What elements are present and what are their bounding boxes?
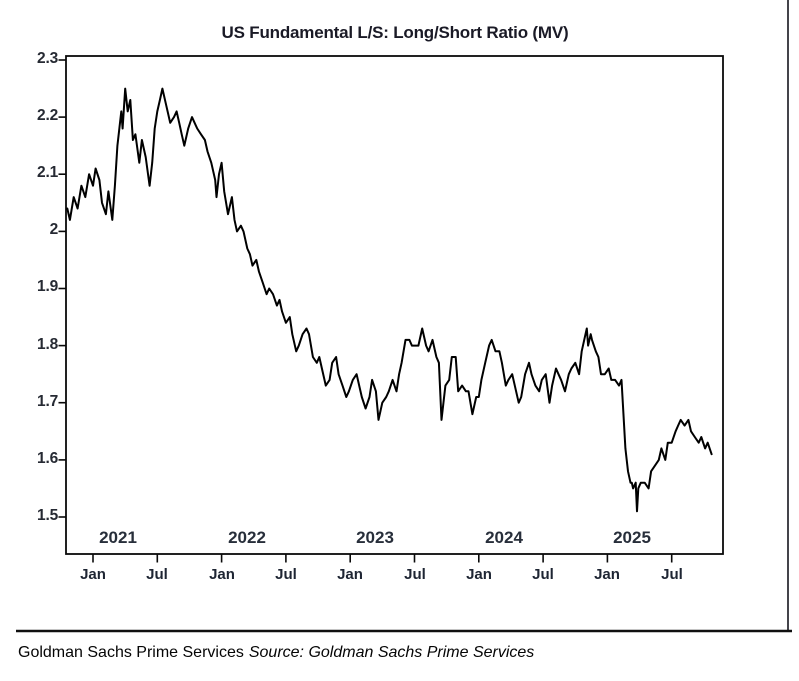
provider-text: Goldman Sachs Prime Services — [18, 644, 244, 661]
x-tick-label: Jul — [532, 566, 554, 583]
y-tick-label: 1.5 — [37, 507, 58, 524]
x-tick-label: Jul — [275, 566, 297, 583]
y-tick-label: 1.9 — [37, 278, 58, 295]
x-tick-label: Jan — [594, 566, 620, 583]
plot-border — [65, 55, 724, 555]
y-tick-label: 2.2 — [37, 107, 58, 124]
x-tick-label: Jul — [146, 566, 168, 583]
year-label: 2024 — [485, 528, 523, 547]
y-tick-label: 2 — [49, 221, 59, 238]
source-text: Source: Goldman Sachs Prime Services — [248, 644, 535, 661]
x-tick-label: Jan — [209, 566, 235, 583]
y-tick-label: 1.6 — [37, 450, 58, 467]
x-tick-label: Jan — [80, 566, 106, 583]
year-label: 2025 — [613, 528, 651, 547]
series-line — [66, 87, 713, 513]
year-label: 2021 — [99, 528, 137, 547]
y-tick-label: 2.3 — [37, 50, 58, 67]
y-tick-label: 1.7 — [37, 393, 58, 410]
x-tick-label: Jan — [466, 566, 492, 583]
x-tick-label: Jan — [337, 566, 363, 583]
chart-title: US Fundamental L/S: Long/Short Ratio (MV… — [221, 23, 569, 42]
y-tick-label: 2.1 — [37, 164, 58, 181]
x-tick-label: Jul — [661, 566, 683, 583]
x-tick-label: Jul — [404, 566, 426, 583]
year-label: 2022 — [228, 528, 266, 547]
year-label: 2023 — [356, 528, 394, 547]
source-attribution: Goldman Sachs Prime Services Source: Gold… — [18, 644, 534, 662]
y-tick-label: 1.8 — [37, 336, 58, 353]
